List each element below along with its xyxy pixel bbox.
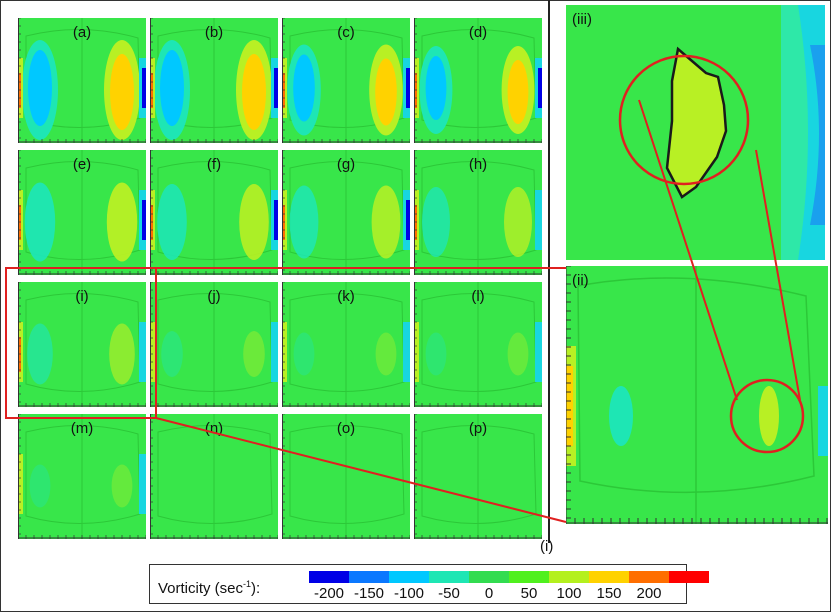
legend-title: Vorticity (sec-1):	[158, 579, 261, 597]
panel-label: (m)	[70, 420, 94, 437]
colorbar-swatch	[669, 571, 709, 583]
colorbar-tick-label: 0	[484, 585, 494, 602]
colorbar-tick-label: 150	[596, 585, 622, 602]
panel-d: (d)	[414, 18, 542, 143]
panel-h: (h)	[414, 150, 542, 275]
panel-label: (k)	[337, 288, 355, 305]
panel-g: (g)	[282, 150, 410, 275]
panel-label: (o)	[336, 420, 356, 437]
colorbar	[309, 571, 709, 583]
panel-l: (l)	[414, 282, 542, 407]
panel-label: (h)	[468, 156, 488, 173]
colorbar-tick-label: 200	[636, 585, 662, 602]
colorbar-ticks: -200 -150 -100 -50 0 50 100 150 200	[289, 585, 669, 602]
panel-label: (g)	[336, 156, 356, 173]
colorbar-tick-label: -50	[438, 585, 460, 602]
panel-i: (i)	[18, 282, 146, 407]
colorbar-swatch	[549, 571, 589, 583]
zoom-label-ii: (ii)	[572, 272, 589, 289]
panel-label: (p)	[468, 420, 488, 437]
panel-label: (l)	[471, 288, 485, 305]
panel-m: (m)	[18, 414, 146, 539]
panel-c: (c)	[282, 18, 410, 143]
colorbar-tick-label: -150	[353, 585, 385, 602]
panel-j: (j)	[150, 282, 278, 407]
panel-label: (n)	[204, 420, 224, 437]
panel-label: (c)	[337, 24, 355, 41]
panel-label: (d)	[468, 24, 488, 41]
panel-label: (i)	[75, 288, 89, 305]
panel-f: (f)	[150, 150, 278, 275]
zoom-panel-iii: (iii)	[566, 5, 825, 260]
colorbar-tick-label: -200	[313, 585, 345, 602]
colorbar-swatch	[589, 571, 629, 583]
zoom-box-i	[5, 267, 157, 419]
panel-k: (k)	[282, 282, 410, 407]
colorbar-swatch	[429, 571, 469, 583]
panel-b: (b)	[150, 18, 278, 143]
colorbar-legend: Vorticity (sec-1): -200 -150 -100 -50 0 50 100…	[149, 564, 709, 604]
colorbar-swatch	[629, 571, 669, 583]
panel-label: (a)	[72, 24, 92, 41]
zoom-label-iii: (iii)	[572, 11, 592, 28]
colorbar-tick-label: 100	[556, 585, 582, 602]
colorbar-swatch	[509, 571, 549, 583]
panel-divider	[548, 0, 550, 543]
colorbar-swatch	[349, 571, 389, 583]
panel-label: (e)	[72, 156, 92, 173]
grid-caption: (i)	[540, 538, 554, 555]
colorbar-swatch	[309, 571, 349, 583]
panel-label: (b)	[204, 24, 224, 41]
panel-e: (e)	[18, 150, 146, 275]
callout-line-right	[755, 149, 801, 401]
colorbar-swatch	[469, 571, 509, 583]
colorbar-tick-label: -100	[393, 585, 425, 602]
colorbar-tick-label: 50	[520, 585, 538, 602]
panel-n: (n)	[150, 414, 278, 539]
colorbar-swatch	[389, 571, 429, 583]
panel-label: (f)	[206, 156, 222, 173]
callout-line-bottom	[155, 417, 567, 523]
panel-label: (j)	[207, 288, 221, 305]
panel-a: (a)	[18, 18, 146, 143]
callout-line-left	[638, 99, 738, 401]
